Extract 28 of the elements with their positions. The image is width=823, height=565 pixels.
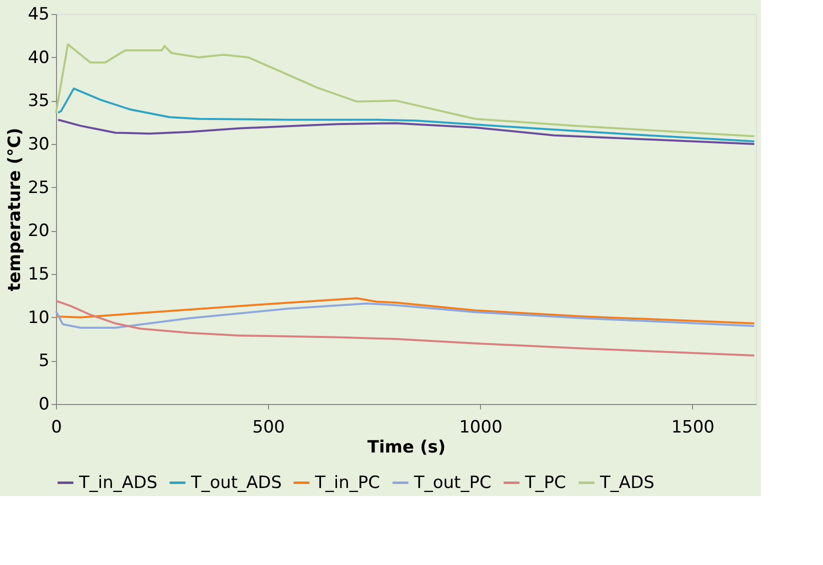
- y-tick-label: 0: [38, 394, 50, 414]
- legend-label: T_out_ADS: [190, 472, 282, 493]
- line-series: [57, 88, 756, 142]
- y-tick-label: 15: [28, 264, 50, 284]
- line-series: [55, 302, 756, 329]
- line-series: [57, 118, 756, 145]
- x-tick-label: 1000: [459, 418, 502, 438]
- legend-label: T_in_ADS: [78, 472, 158, 493]
- y-tick-label: 10: [28, 308, 50, 328]
- line-series: [55, 43, 756, 138]
- y-axis-title: temperature (°C): [4, 128, 25, 292]
- y-tick-label: 35: [28, 91, 50, 112]
- y-tick-label: 30: [28, 134, 50, 154]
- x-tick-label: 500: [252, 418, 285, 438]
- line-series: [55, 300, 756, 356]
- legend-label: T_ADS: [599, 472, 654, 493]
- x-tick-label: 1500: [671, 418, 714, 438]
- line-series: [55, 297, 756, 324]
- legend-label: T_out_PC: [413, 472, 492, 493]
- y-tick-label: 40: [28, 48, 50, 68]
- x-tick-label: 0: [51, 418, 62, 438]
- x-axis-title: Time (s): [367, 438, 446, 458]
- legend-label: T_in_PC: [314, 472, 380, 493]
- y-tick-label: 25: [28, 178, 50, 198]
- y-tick-label: 5: [38, 351, 50, 372]
- y-tick-label: 20: [28, 221, 50, 242]
- y-tick-label: 45: [28, 4, 50, 24]
- legend-label: T_PC: [524, 472, 566, 493]
